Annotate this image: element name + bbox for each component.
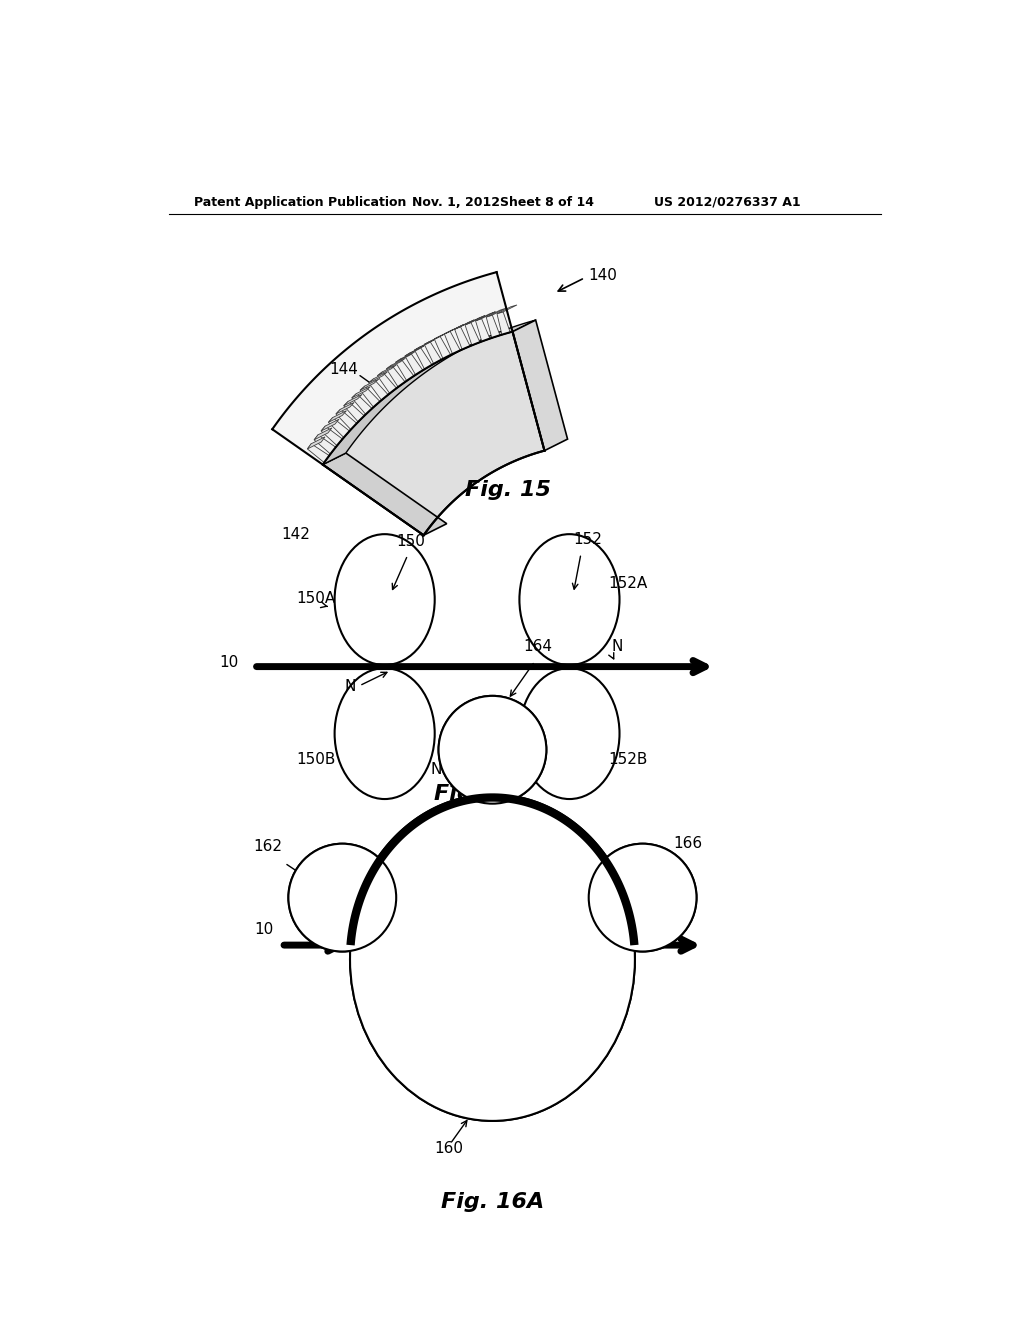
Polygon shape: [336, 403, 354, 414]
Text: 140: 140: [589, 268, 617, 282]
Polygon shape: [404, 352, 423, 375]
Polygon shape: [486, 308, 506, 317]
Polygon shape: [329, 417, 349, 437]
Polygon shape: [329, 411, 346, 422]
Ellipse shape: [438, 696, 547, 804]
Polygon shape: [434, 329, 454, 339]
Text: N: N: [625, 896, 636, 912]
Polygon shape: [455, 319, 474, 329]
Polygon shape: [360, 385, 380, 407]
Polygon shape: [378, 372, 396, 393]
Polygon shape: [465, 322, 480, 346]
Text: 164: 164: [523, 639, 552, 655]
Text: Nov. 1, 2012: Nov. 1, 2012: [412, 195, 500, 209]
Polygon shape: [336, 409, 356, 429]
Polygon shape: [323, 453, 446, 535]
Polygon shape: [314, 428, 332, 440]
Text: 152A: 152A: [608, 576, 647, 591]
Text: 10: 10: [219, 655, 239, 671]
Text: N: N: [322, 896, 333, 912]
Text: Fig. 15: Fig. 15: [465, 479, 551, 499]
Polygon shape: [352, 387, 371, 397]
Polygon shape: [444, 325, 464, 334]
Ellipse shape: [350, 797, 635, 1121]
Polygon shape: [314, 434, 336, 454]
Ellipse shape: [335, 535, 435, 665]
Polygon shape: [434, 337, 451, 359]
Text: US 2012/0276337 A1: US 2012/0276337 A1: [654, 195, 801, 209]
Polygon shape: [444, 331, 461, 354]
Polygon shape: [369, 372, 387, 383]
Text: Patent Application Publication: Patent Application Publication: [194, 195, 407, 209]
Polygon shape: [360, 379, 379, 391]
Polygon shape: [465, 315, 484, 325]
Text: N: N: [611, 639, 624, 655]
Polygon shape: [323, 331, 545, 535]
Polygon shape: [369, 379, 388, 400]
Polygon shape: [322, 426, 342, 446]
Polygon shape: [424, 334, 443, 345]
Polygon shape: [352, 393, 372, 414]
Text: 150A: 150A: [296, 591, 336, 606]
Text: Sheet 8 of 14: Sheet 8 of 14: [500, 195, 594, 209]
Ellipse shape: [589, 843, 696, 952]
Polygon shape: [386, 358, 406, 368]
Text: 144: 144: [330, 362, 358, 378]
Polygon shape: [475, 318, 489, 342]
Polygon shape: [272, 272, 545, 535]
Text: N: N: [345, 680, 356, 694]
Polygon shape: [322, 420, 339, 432]
Polygon shape: [386, 366, 406, 387]
Text: 166: 166: [674, 836, 702, 850]
Text: 160: 160: [435, 1142, 464, 1156]
Polygon shape: [307, 437, 325, 449]
Ellipse shape: [519, 668, 620, 799]
Ellipse shape: [289, 843, 396, 952]
Polygon shape: [395, 359, 414, 380]
Polygon shape: [378, 364, 396, 376]
Ellipse shape: [289, 843, 396, 952]
Polygon shape: [497, 305, 517, 314]
Text: 150: 150: [396, 533, 425, 549]
Polygon shape: [415, 347, 432, 370]
Polygon shape: [455, 327, 470, 350]
Polygon shape: [344, 401, 365, 422]
Polygon shape: [475, 312, 496, 321]
Text: Fig. 16: Fig. 16: [434, 784, 520, 804]
Polygon shape: [497, 312, 510, 335]
Polygon shape: [395, 352, 415, 362]
Text: N: N: [431, 763, 442, 777]
Polygon shape: [513, 319, 567, 450]
Ellipse shape: [350, 797, 635, 1121]
Text: 10: 10: [254, 921, 273, 937]
Polygon shape: [344, 395, 362, 405]
Polygon shape: [323, 319, 536, 465]
Polygon shape: [404, 346, 424, 356]
Text: 150B: 150B: [296, 752, 336, 767]
Text: Fig. 16A: Fig. 16A: [441, 1192, 544, 1212]
Ellipse shape: [519, 535, 620, 665]
Text: 142: 142: [282, 527, 310, 541]
Ellipse shape: [335, 668, 435, 799]
Polygon shape: [486, 315, 500, 338]
Text: 152: 152: [573, 532, 602, 548]
Text: 162: 162: [254, 840, 283, 854]
Polygon shape: [307, 444, 330, 462]
Polygon shape: [415, 339, 434, 350]
Ellipse shape: [438, 696, 547, 804]
Text: 152B: 152B: [608, 752, 647, 767]
Ellipse shape: [589, 843, 696, 952]
Polygon shape: [424, 342, 441, 364]
